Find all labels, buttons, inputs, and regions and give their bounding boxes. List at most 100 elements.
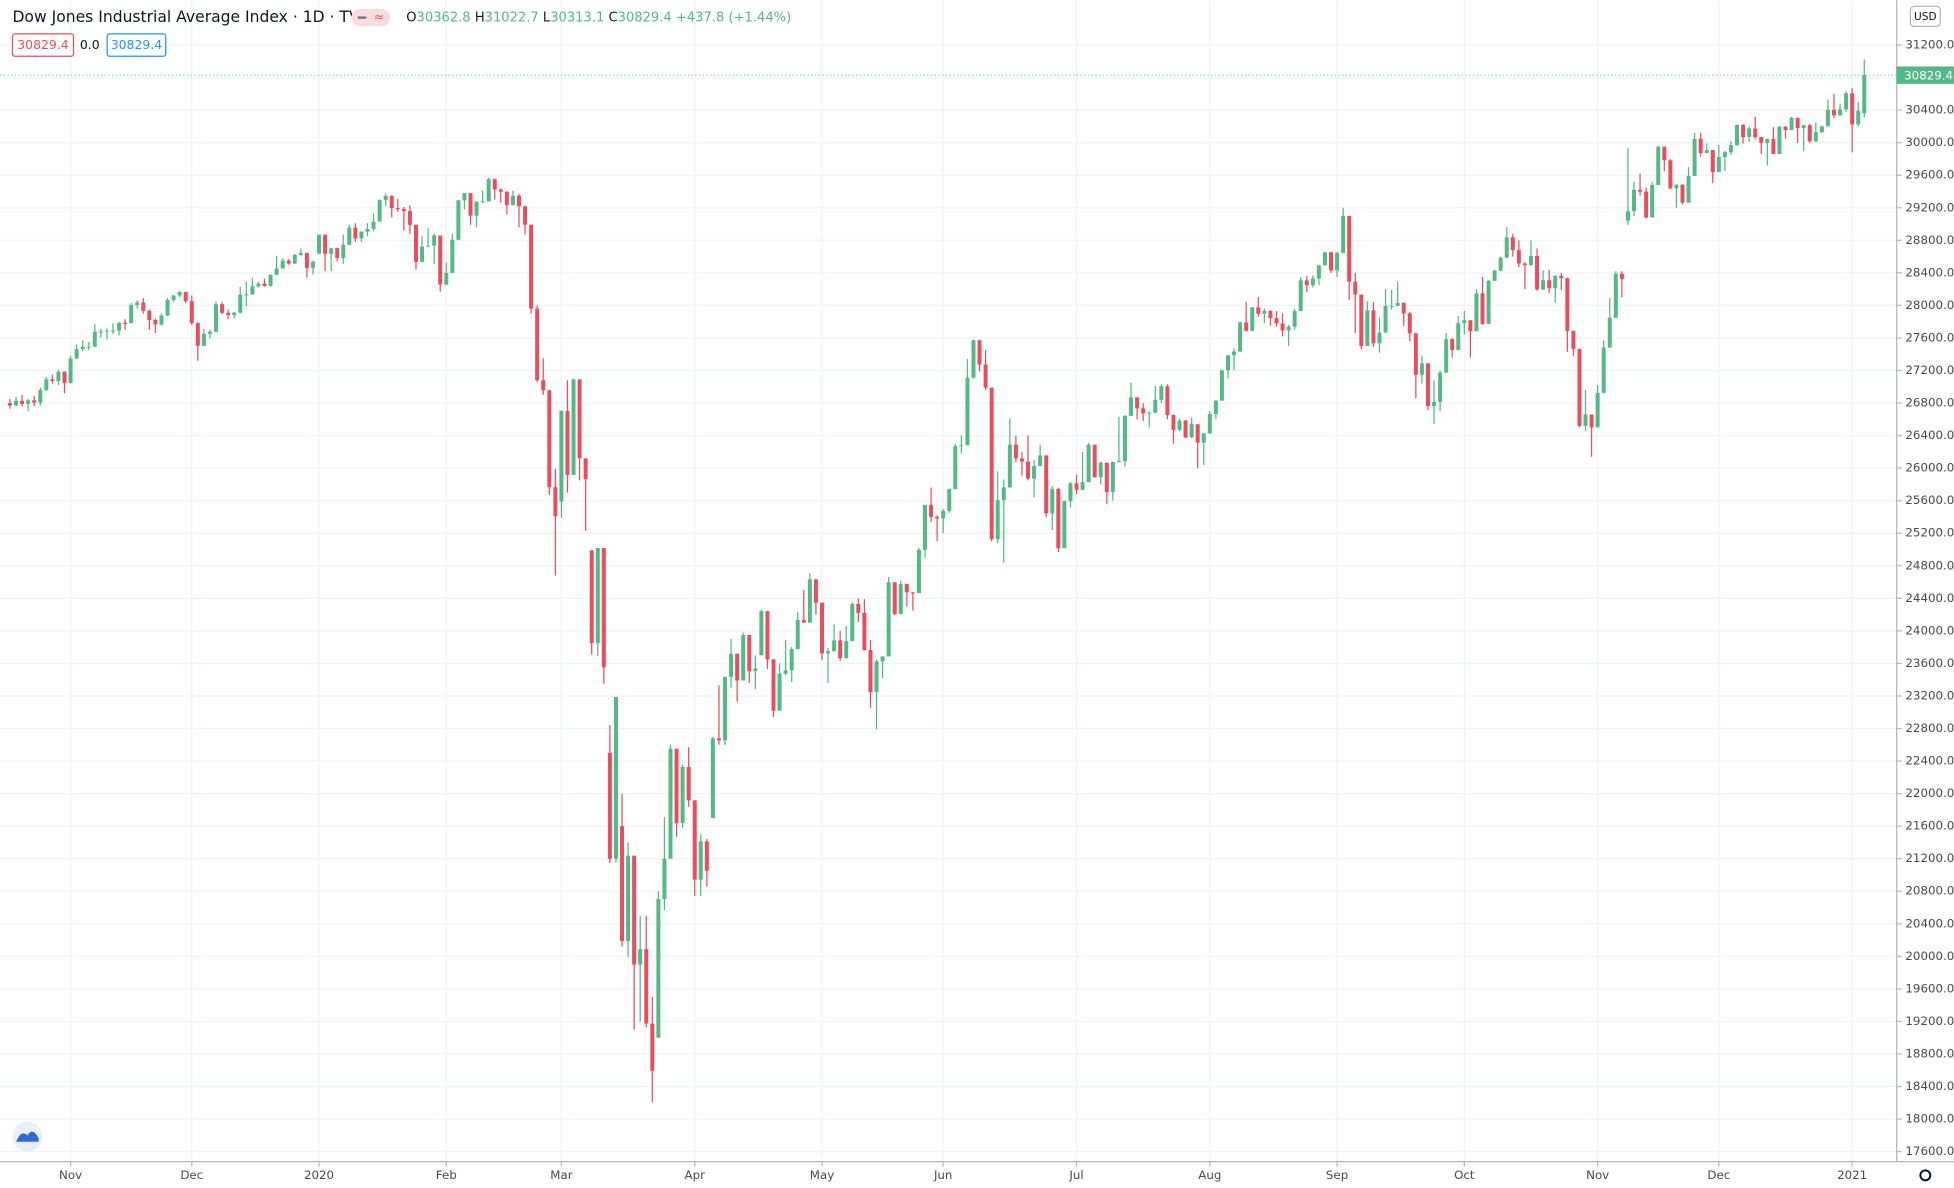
candle-body — [1389, 305, 1394, 307]
y-tick-label: 27200.0 — [1905, 363, 1954, 377]
candle-body — [1201, 433, 1206, 443]
candle-body — [1104, 462, 1109, 493]
candle-body — [1232, 351, 1237, 356]
candle-body — [1783, 126, 1788, 131]
y-tick-label: 20400.0 — [1905, 916, 1954, 930]
candle-body — [165, 300, 170, 316]
candle-body — [117, 322, 122, 331]
candle-body — [244, 294, 249, 296]
candle-body — [7, 403, 12, 406]
candle-body — [692, 800, 697, 880]
y-tick-label: 18800.0 — [1905, 1046, 1954, 1060]
candle-body — [1759, 137, 1764, 143]
candle-body — [189, 301, 194, 324]
candle-body — [1226, 355, 1230, 371]
candle-body — [583, 458, 588, 480]
time-axis — [0, 1161, 1954, 1188]
candle-body — [171, 295, 176, 301]
candle-body — [1735, 124, 1740, 146]
candle-body — [1141, 408, 1146, 414]
candle-body — [1474, 293, 1479, 332]
candle-body — [1547, 280, 1552, 289]
candle-body — [323, 234, 328, 254]
candle-body — [153, 319, 158, 325]
candle-body — [638, 949, 643, 965]
candle-body — [444, 272, 449, 285]
candle-body — [498, 189, 503, 192]
candle-body — [571, 379, 576, 475]
candle-body — [1807, 125, 1812, 142]
candle-body — [486, 179, 491, 202]
y-tick-label: 18400.0 — [1905, 1079, 1954, 1093]
candle-body — [1116, 461, 1121, 463]
candle-body — [317, 234, 322, 254]
currency-button[interactable] — [1909, 5, 1941, 27]
candle-body — [238, 294, 243, 313]
x-tick-label: 2021 — [1837, 1168, 1867, 1182]
candle-body — [474, 201, 479, 216]
candle-body — [207, 331, 212, 334]
candle-body — [535, 308, 540, 381]
candle-body — [335, 248, 340, 258]
settings-icon[interactable] — [1919, 1169, 1932, 1182]
mode-pill[interactable] — [351, 8, 391, 27]
candle-body — [916, 549, 921, 594]
indicator-box[interactable] — [106, 33, 167, 57]
candle-body — [1329, 252, 1334, 271]
candle-body — [1268, 311, 1273, 319]
candle-body — [250, 286, 255, 295]
candle-body — [1862, 75, 1867, 114]
candle-body — [1516, 250, 1521, 264]
candle-body — [1310, 278, 1315, 286]
candle-body — [1468, 320, 1473, 332]
candle-body — [1450, 339, 1455, 350]
pill-icon: ≈ — [374, 9, 384, 24]
candle-body — [1753, 128, 1758, 138]
price-axis — [1896, 0, 1954, 1188]
candle-body — [232, 312, 237, 316]
candle-body — [413, 224, 418, 262]
y-tick-label: 23600.0 — [1905, 656, 1954, 670]
candle-body — [632, 855, 637, 965]
y-tick-label: 31200.0 — [1905, 38, 1954, 52]
y-tick-label: 21200.0 — [1905, 851, 1954, 865]
candle-body — [1050, 488, 1055, 514]
candle-body — [1183, 420, 1188, 438]
candle-body — [1777, 126, 1782, 154]
candle-body — [1080, 482, 1085, 490]
candle-body — [789, 649, 794, 671]
candle-body — [1492, 270, 1497, 281]
candle-body — [1850, 93, 1855, 125]
candle-body — [1698, 138, 1703, 154]
x-tick-label: May — [810, 1168, 834, 1182]
candle-body — [935, 516, 940, 519]
candle-body — [747, 635, 752, 672]
candle-body — [1480, 293, 1485, 324]
y-tick-label: 20000.0 — [1905, 949, 1954, 963]
candle-body — [1280, 323, 1285, 331]
candle-body — [1238, 322, 1243, 352]
candle-body — [1589, 414, 1594, 428]
candle-body — [1844, 93, 1849, 110]
candle-body — [407, 211, 412, 225]
y-tick-label: 19200.0 — [1905, 1014, 1954, 1028]
candle-body — [729, 653, 734, 677]
y-tick-label: 29600.0 — [1905, 168, 1954, 182]
candle-body — [947, 489, 952, 511]
indicator-box[interactable] — [11, 33, 75, 57]
candle-body — [886, 582, 891, 657]
y-tick-label: 22000.0 — [1905, 786, 1954, 800]
candle-body — [14, 400, 19, 406]
candle-body — [1286, 326, 1291, 331]
candle-body — [1632, 189, 1636, 212]
candle-body — [1789, 117, 1794, 131]
candle-body — [1668, 160, 1673, 189]
candle-body — [1444, 339, 1449, 373]
candle-body — [1413, 333, 1418, 375]
candle-body — [286, 260, 291, 264]
candle-body — [1510, 237, 1515, 251]
candle-body — [1583, 414, 1588, 426]
candle-body — [850, 603, 855, 642]
candle-body — [50, 379, 55, 381]
